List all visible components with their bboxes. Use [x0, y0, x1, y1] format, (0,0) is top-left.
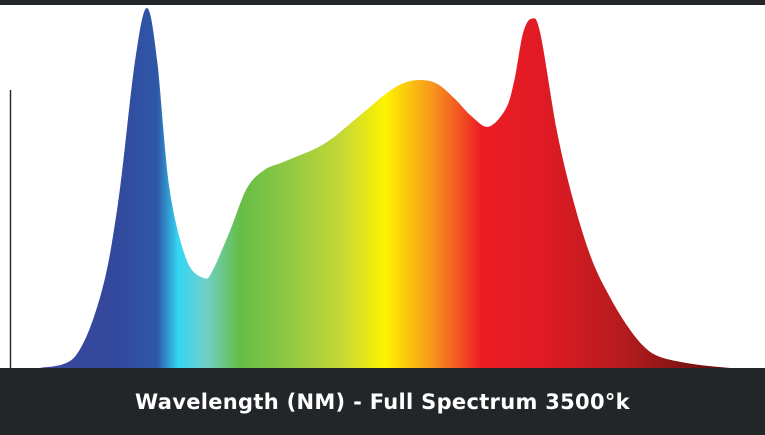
- spectrum-chart: [9, 8, 730, 368]
- top-bar: [0, 0, 765, 5]
- caption-title: Wavelength (NM) - Full Spectrum 3500°k: [135, 389, 630, 414]
- spectrum-area: [40, 8, 730, 368]
- caption-bar: Wavelength (NM) - Full Spectrum 3500°k: [0, 368, 765, 435]
